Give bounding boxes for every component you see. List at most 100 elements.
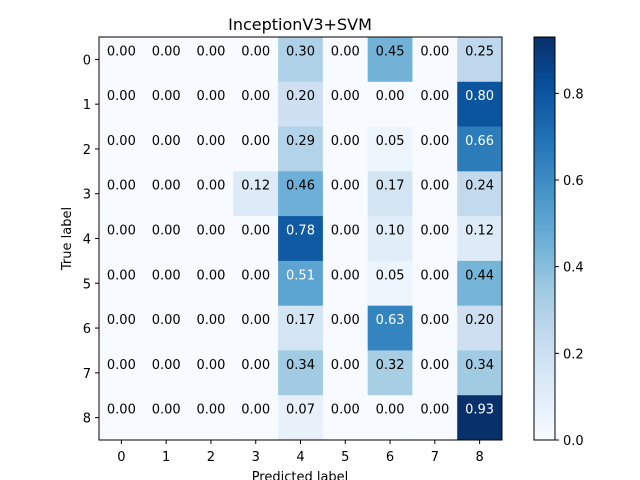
heatmap-cell — [99, 171, 145, 217]
heatmap-cell — [233, 81, 279, 128]
heatmap-cell — [322, 350, 369, 396]
cell-value-label: 0.00 — [196, 358, 225, 373]
cell-value-label: 0.20 — [286, 89, 315, 104]
cell-value-label: 0.00 — [241, 89, 270, 104]
heatmap-cell — [322, 81, 369, 128]
cell-value-label: 0.00 — [241, 358, 270, 373]
heatmap-cell-labels: 0.00 0.00 0.00 0.00 0.30 0.00 0.45 0.00 0.25 0.00… — [107, 44, 494, 417]
heatmap-cell — [412, 260, 458, 307]
heatmap-cell — [412, 81, 458, 128]
heatmap-cell — [143, 171, 190, 217]
cell-value-label: 0.00 — [241, 268, 270, 283]
y-tick-label: 4 — [83, 233, 91, 248]
heatmap-cell — [278, 216, 324, 262]
cell-value-label: 0.00 — [196, 313, 225, 328]
y-tick-label: 8 — [83, 412, 91, 427]
heatmap-cell — [322, 126, 369, 172]
cell-value-label: 0.00 — [196, 224, 225, 239]
heatmap-cell — [367, 350, 413, 396]
cell-value-label: 0.05 — [376, 134, 405, 149]
heatmap-cell — [278, 81, 324, 128]
colorbar-tick-label: 0.6 — [563, 174, 584, 189]
cell-value-label: 0.00 — [331, 403, 360, 418]
heatmap-cell — [143, 350, 190, 396]
heatmap-cell — [457, 171, 503, 217]
heatmap-cell — [233, 350, 279, 396]
cell-value-label: 0.00 — [420, 179, 449, 194]
cell-value-label: 0.00 — [196, 268, 225, 283]
x-axis-label: Predicted label — [252, 470, 349, 480]
heatmap-cell — [233, 37, 279, 83]
y-axis-label: True label — [60, 207, 75, 271]
heatmap-cell — [188, 260, 234, 307]
cell-value-label: 0.00 — [152, 44, 181, 59]
cell-value-label: 0.30 — [286, 44, 315, 59]
heatmap-cell — [412, 126, 458, 172]
cell-value-label: 0.20 — [465, 313, 494, 328]
cell-value-label: 0.00 — [152, 89, 181, 104]
cell-value-label: 0.00 — [241, 403, 270, 418]
heatmap-cell — [99, 260, 145, 307]
cell-value-label: 0.00 — [107, 268, 136, 283]
heatmap-cell — [457, 81, 503, 128]
cell-value-label: 0.00 — [107, 358, 136, 373]
colorbar-tick-label: 0.0 — [563, 434, 584, 449]
colorbar-ticks: 0.0 0.2 0.4 0.6 0.8 — [555, 87, 584, 449]
y-tick-label: 3 — [83, 188, 91, 203]
heatmap-cell — [367, 395, 413, 441]
cell-value-label: 0.00 — [331, 89, 360, 104]
cell-value-label: 0.00 — [420, 313, 449, 328]
cell-value-label: 0.00 — [107, 134, 136, 149]
colorbar-tick-label: 0.4 — [563, 261, 584, 276]
cell-value-label: 0.00 — [331, 224, 360, 239]
heatmap-cell — [367, 216, 413, 262]
cell-value-label: 0.24 — [465, 179, 494, 194]
heatmap-cell — [99, 350, 145, 396]
heatmap-cell — [143, 81, 190, 128]
heatmap-cell — [412, 395, 458, 441]
cell-value-label: 0.00 — [241, 44, 270, 59]
heatmap-cell — [188, 395, 234, 441]
heatmap-cell — [99, 81, 145, 128]
heatmap-cell — [233, 171, 279, 217]
heatmap-cell — [412, 216, 458, 262]
heatmap-cell — [99, 126, 145, 172]
cell-value-label: 0.00 — [152, 179, 181, 194]
cell-value-label: 0.12 — [465, 224, 494, 239]
x-tick-label: 2 — [207, 450, 215, 465]
heatmap-cell — [188, 350, 234, 396]
cell-value-label: 0.00 — [331, 134, 360, 149]
heatmap-cell — [278, 260, 324, 307]
cell-value-label: 0.00 — [152, 224, 181, 239]
cell-value-label: 0.45 — [376, 44, 405, 59]
heatmap-cell — [233, 305, 279, 351]
heatmap-cell — [322, 216, 369, 262]
cell-value-label: 0.63 — [376, 313, 405, 328]
cell-value-label: 0.00 — [420, 268, 449, 283]
heatmap-cell — [143, 37, 190, 83]
cell-value-label: 0.17 — [286, 313, 315, 328]
heatmap-cell — [143, 260, 190, 307]
cell-value-label: 0.00 — [241, 313, 270, 328]
cell-value-label: 0.00 — [107, 224, 136, 239]
heatmap-cell — [188, 37, 234, 83]
cell-value-label: 0.00 — [107, 44, 136, 59]
cell-value-label: 0.00 — [196, 403, 225, 418]
heatmap-cell — [322, 171, 369, 217]
heatmap-cell — [367, 81, 413, 128]
cell-value-label: 0.00 — [420, 134, 449, 149]
heatmap-cell — [322, 305, 369, 351]
cell-value-label: 0.00 — [152, 358, 181, 373]
cell-value-label: 0.17 — [376, 179, 405, 194]
heatmap-cell — [278, 126, 324, 172]
heatmap-cell — [143, 395, 190, 441]
cell-value-label: 0.00 — [331, 179, 360, 194]
cell-value-label: 0.46 — [286, 179, 315, 194]
y-tick-label: 0 — [83, 53, 91, 68]
heatmap-cell — [233, 395, 279, 441]
heatmap-cell — [457, 260, 503, 307]
y-tick-label: 5 — [83, 277, 91, 292]
heatmap-cell — [278, 37, 324, 83]
x-tick-label: 5 — [341, 450, 349, 465]
x-tick-label: 0 — [117, 450, 125, 465]
